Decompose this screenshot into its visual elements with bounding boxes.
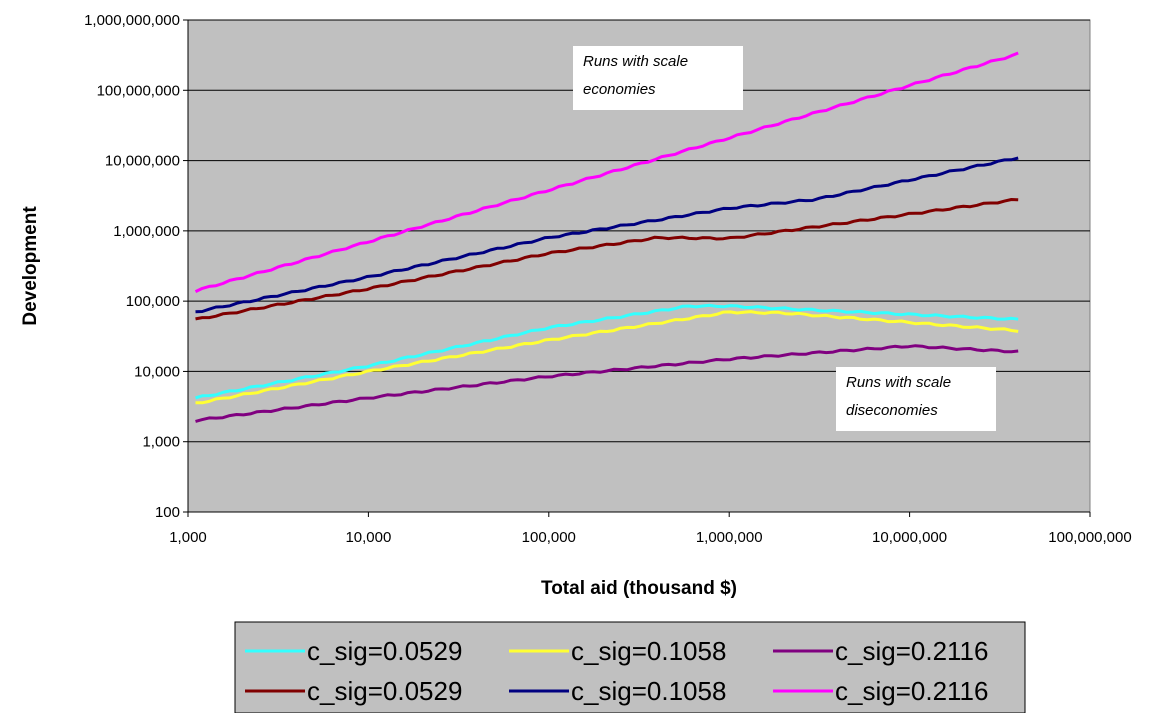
annotation-background — [573, 46, 743, 110]
series-line — [195, 156, 1019, 314]
x-tick-label: 1,000 — [169, 529, 207, 546]
legend-label: c_sig=0.2116 — [835, 676, 988, 706]
y-tick-label: 1,000,000,000 — [84, 12, 180, 29]
legend-label: c_sig=0.1058 — [571, 636, 726, 666]
x-tick-label: 10,000,000 — [872, 529, 947, 546]
series-line — [195, 310, 1019, 405]
y-tick-label: 1,000,000 — [113, 223, 180, 240]
legend-item: c_sig=0.2116 — [773, 676, 988, 706]
x-axis-title: Total aid (thousand $) — [541, 578, 737, 599]
legend-label: c_sig=0.0529 — [307, 636, 462, 666]
series-line — [195, 303, 1019, 400]
y-axis: 100 1,000 10,000 100,000 1,000,000 10,000,000… — [84, 12, 189, 521]
annotation-line: Runs with scale — [846, 374, 951, 391]
legend-box — [234, 621, 1026, 713]
legend-item: c_sig=0.2116 — [773, 636, 988, 666]
annotations: Runs with scale economies Runs with scale d… — [573, 46, 996, 431]
x-tick-label: 100,000,000 — [1048, 529, 1131, 546]
annotation-line: Runs with scale — [583, 53, 688, 70]
x-tick-label: 10,000 — [345, 529, 391, 546]
annotation-line: diseconomies — [846, 402, 938, 419]
legend-item: c_sig=0.1058 — [509, 676, 726, 706]
y-tick-label: 1,000 — [142, 434, 180, 451]
y-tick-label: 100,000 — [126, 293, 180, 310]
x-tick-label: 1,000,000 — [696, 529, 763, 546]
y-axis-title: Development — [20, 206, 41, 326]
x-tick-label: 100,000 — [522, 529, 576, 546]
series-line — [195, 198, 1019, 321]
y-tick-label: 100,000,000 — [97, 82, 180, 99]
series-line — [195, 344, 1019, 423]
legend-label: c_sig=0.0529 — [307, 676, 462, 706]
annotation-box: Runs with scale diseconomies — [836, 367, 996, 431]
legend-item: c_sig=0.1058 — [509, 636, 726, 666]
legend-item: c_sig=0.0529 — [245, 676, 462, 706]
legend-label: c_sig=0.1058 — [571, 676, 726, 706]
series-lines — [194, 51, 1019, 423]
annotation-line: economies — [583, 81, 656, 98]
y-tick-label: 10,000 — [134, 363, 180, 380]
y-tick-label: 100 — [155, 504, 180, 521]
x-axis: 1,000 10,000 100,000 1,000,000 10,000,000 100… — [169, 511, 1132, 546]
legend-label: c_sig=0.2116 — [835, 636, 988, 666]
annotation-background — [836, 367, 996, 431]
legend: c_sig=0.0529 c_sig=0.1058 c_sig=0.2116 c_si… — [234, 621, 1026, 713]
annotation-box: Runs with scale economies — [573, 46, 743, 110]
y-tick-label: 10,000,000 — [105, 153, 180, 170]
series-line — [194, 51, 1019, 293]
legend-item: c_sig=0.0529 — [245, 636, 462, 666]
